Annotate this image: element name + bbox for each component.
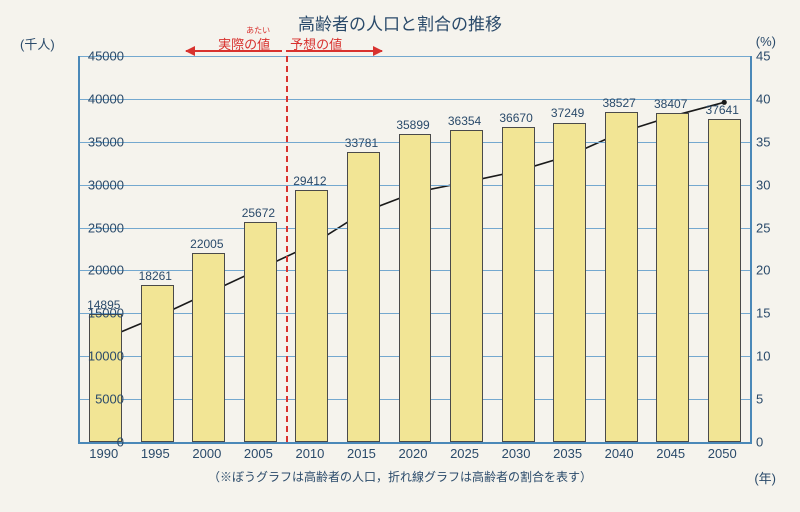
arrow-left	[186, 50, 282, 52]
y-tick-left: 35000	[74, 134, 124, 149]
bar	[502, 127, 535, 442]
x-tick: 2025	[450, 446, 479, 461]
x-tick: 2045	[656, 446, 685, 461]
y-tick-right: 45	[756, 49, 770, 64]
x-tick: 2050	[708, 446, 737, 461]
bar	[89, 314, 122, 442]
bar	[192, 253, 225, 442]
bar	[553, 123, 586, 443]
x-tick: 2005	[244, 446, 273, 461]
y-tick-left: 40000	[74, 91, 124, 106]
y-tick-left: 5000	[74, 392, 124, 407]
x-tick: 2035	[553, 446, 582, 461]
y-tick-right: 10	[756, 349, 770, 364]
actual-forecast-divider	[286, 56, 288, 442]
y-tick-right: 35	[756, 134, 770, 149]
chart-note: （※ぼうグラフは高齢者の人口，折れ線グラフは高齢者の割合を表す）	[0, 468, 800, 485]
y-tick-right: 40	[756, 91, 770, 106]
y-tick-right: 15	[756, 306, 770, 321]
chart-container: 高齢者の人口と割合の推移 (千人) (%) (年) （※ぼうグラフは高齢者の人口…	[0, 0, 800, 512]
y-left-unit: (千人)	[20, 34, 55, 53]
bar	[450, 130, 483, 442]
grid-line	[80, 56, 750, 57]
y-tick-right: 30	[756, 177, 770, 192]
y-right-unit: (%)	[756, 34, 776, 49]
bar	[295, 190, 328, 442]
bar	[141, 285, 174, 442]
x-tick: 2010	[295, 446, 324, 461]
x-tick: 2015	[347, 446, 376, 461]
bar	[347, 152, 380, 442]
bar-value-label: 18261	[125, 269, 185, 283]
bar-value-label: 22005	[177, 237, 237, 251]
chart-title: 高齢者の人口と割合の推移	[0, 10, 800, 35]
bar	[656, 113, 689, 442]
x-tick: 2020	[399, 446, 428, 461]
bar-value-label: 25672	[228, 206, 288, 220]
y-tick-right: 5	[756, 392, 763, 407]
arrow-right	[286, 50, 382, 52]
y-tick-left: 10000	[74, 349, 124, 364]
bar	[244, 222, 277, 442]
bar-value-label: 33781	[331, 136, 391, 150]
bar	[605, 112, 638, 442]
x-tick: 2030	[502, 446, 531, 461]
x-tick: 1995	[141, 446, 170, 461]
bar	[399, 134, 432, 442]
bar	[708, 119, 741, 442]
y-tick-right: 25	[756, 220, 770, 235]
x-tick: 2000	[192, 446, 221, 461]
x-tick: 1990	[89, 446, 118, 461]
y-tick-right: 0	[756, 435, 763, 450]
y-tick-left: 20000	[74, 263, 124, 278]
bar-value-label: 29412	[280, 174, 340, 188]
y-tick-left: 30000	[74, 177, 124, 192]
y-tick-left: 45000	[74, 49, 124, 64]
x-tick: 2040	[605, 446, 634, 461]
bar-value-label: 14895	[74, 298, 134, 312]
y-tick-left: 25000	[74, 220, 124, 235]
y-tick-right: 20	[756, 263, 770, 278]
bar-value-label: 37641	[692, 103, 752, 117]
